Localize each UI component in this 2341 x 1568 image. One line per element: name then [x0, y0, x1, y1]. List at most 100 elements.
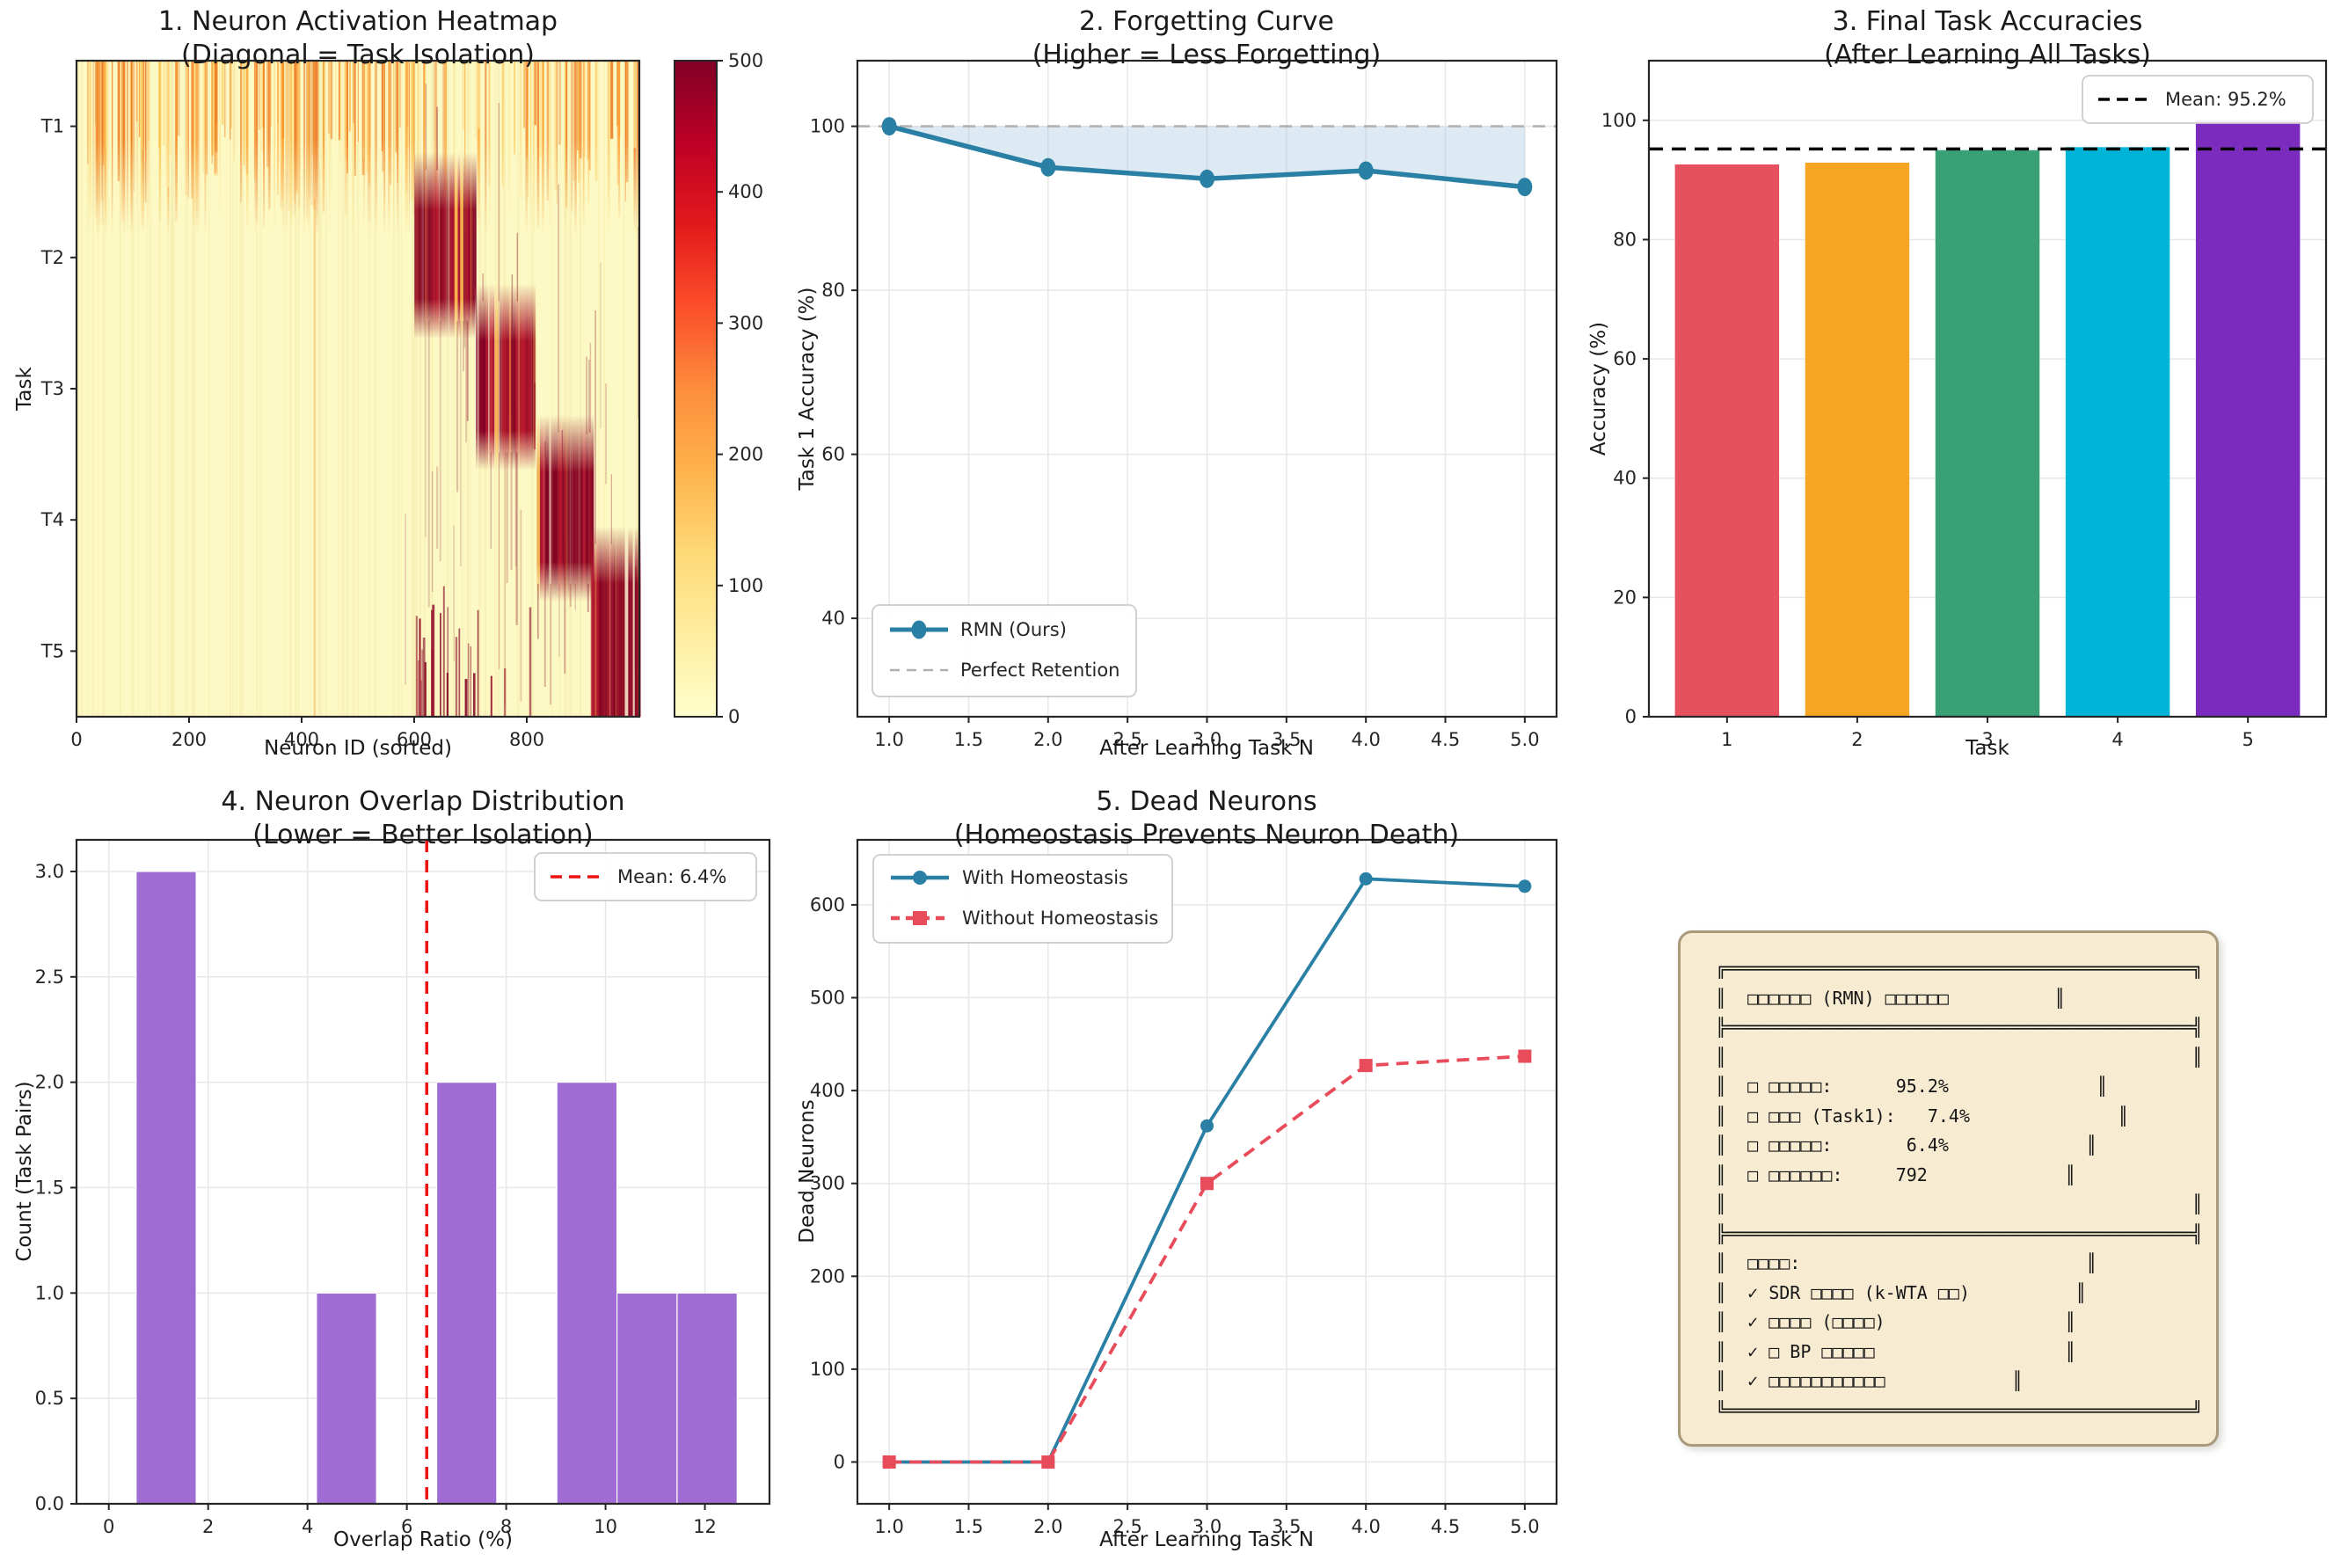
svg-text:5.0: 5.0 — [1510, 729, 1539, 750]
svg-text:T1: T1 — [40, 116, 64, 137]
panel1-ylabel: Task — [13, 367, 36, 411]
panel5-ylabel: Dead Neurons — [796, 1099, 819, 1243]
svg-text:2.0: 2.0 — [35, 1072, 64, 1093]
svg-text:0: 0 — [834, 1451, 845, 1472]
data-point — [1359, 872, 1373, 886]
panel2-ylabel: Task 1 Accuracy (%) — [796, 287, 819, 491]
panel3-title-line1: 3. Final Task Accuracies — [1832, 6, 2143, 37]
svg-text:4.5: 4.5 — [1431, 729, 1460, 750]
svg-text:100: 100 — [728, 575, 763, 596]
svg-text:4.0: 4.0 — [1351, 729, 1380, 750]
panel3-xlabel: Task — [1965, 737, 2009, 760]
svg-text:80: 80 — [821, 280, 845, 301]
svg-text:100: 100 — [1601, 110, 1637, 131]
svg-text:T3: T3 — [40, 378, 64, 399]
overlap-histogram-bar — [556, 1082, 618, 1505]
svg-text:1.0: 1.0 — [874, 1516, 903, 1537]
svg-text:3.5: 3.5 — [1272, 1516, 1301, 1537]
svg-text:0: 0 — [70, 729, 82, 750]
panel4-xlabel: Overlap Ratio (%) — [333, 1528, 513, 1551]
dead-neurons-line — [889, 1054, 1525, 1464]
data-point — [1358, 161, 1374, 180]
svg-text:60: 60 — [1613, 348, 1637, 369]
legend-series-label: With Homeostasis — [962, 867, 1128, 888]
data-point — [1359, 1059, 1373, 1073]
panel2-title-line1: 2. Forgetting Curve — [1079, 6, 1334, 37]
svg-text:1.5: 1.5 — [954, 729, 983, 750]
svg-text:300: 300 — [728, 312, 763, 333]
svg-text:0.0: 0.0 — [35, 1493, 64, 1514]
panel2-xlabel: After Learning Task N — [1099, 737, 1314, 760]
svg-text:200: 200 — [171, 729, 207, 750]
svg-text:400: 400 — [810, 1080, 845, 1101]
panel1-title-line2: (Diagonal = Task Isolation) — [181, 40, 535, 70]
panel3-ylabel: Accuracy (%) — [1587, 321, 1610, 456]
overlap-histogram-bar — [135, 871, 197, 1505]
legend-mean-label: Mean: 95.2% — [2165, 89, 2286, 110]
legend-mean-overlap-label: Mean: 6.4% — [617, 866, 726, 887]
task-accuracy-bar — [1674, 164, 1780, 717]
svg-text:0: 0 — [103, 1516, 114, 1537]
svg-text:5: 5 — [2242, 729, 2253, 750]
svg-text:T2: T2 — [40, 247, 64, 268]
panel1-title-line1: 1. Neuron Activation Heatmap — [157, 6, 558, 37]
forgetting-fill — [889, 126, 1525, 187]
svg-text:5.0: 5.0 — [1510, 1516, 1539, 1537]
legend-rmn-label: RMN (Ours) — [960, 619, 1067, 640]
svg-text:3.0: 3.0 — [1192, 1516, 1222, 1537]
data-point — [1200, 1119, 1214, 1133]
svg-text:3: 3 — [1981, 729, 1993, 750]
svg-text:20: 20 — [1613, 587, 1637, 608]
heatmap-task-block — [475, 283, 536, 470]
panel4-ylabel: Count (Task Pairs) — [13, 1081, 36, 1262]
panel4-title: 4. Neuron Overlap Distribution (Lower = … — [221, 785, 624, 852]
data-point — [882, 1455, 896, 1469]
svg-text:300: 300 — [810, 1173, 845, 1194]
legend-perfect-retention-label: Perfect Retention — [960, 660, 1120, 681]
svg-text:1.5: 1.5 — [35, 1177, 64, 1198]
panel5-title-line2: (Homeostasis Prevents Neuron Death) — [953, 820, 1460, 850]
svg-text:3.0: 3.0 — [1192, 729, 1222, 750]
data-point — [881, 117, 897, 136]
overlap-histogram-bar — [316, 1292, 377, 1505]
svg-text:2.0: 2.0 — [1033, 1516, 1062, 1537]
svg-text:1.0: 1.0 — [35, 1282, 64, 1303]
svg-text:400: 400 — [284, 729, 319, 750]
overlap-histogram-bar — [435, 1082, 498, 1505]
svg-text:12: 12 — [693, 1516, 717, 1537]
task-accuracy-bar — [2065, 147, 2170, 717]
svg-text:4.5: 4.5 — [1431, 1516, 1460, 1537]
panel5-xlabel: After Learning Task N — [1099, 1528, 1314, 1551]
heatmap-task-block — [590, 526, 641, 717]
legend-series-label: Without Homeostasis — [962, 908, 1158, 929]
task-accuracy-bar — [1935, 150, 2040, 717]
svg-text:600: 600 — [397, 729, 432, 750]
panel1-xlabel: Neuron ID (sorted) — [264, 737, 452, 760]
heatmap-task-block — [536, 414, 594, 602]
data-point — [1200, 169, 1214, 188]
svg-text:4.0: 4.0 — [1351, 1516, 1380, 1537]
svg-text:T5: T5 — [40, 640, 64, 661]
svg-text:60: 60 — [821, 444, 845, 465]
panel2-title: 2. Forgetting Curve (Higher = Less Forge… — [1032, 5, 1382, 72]
svg-text:2.0: 2.0 — [1033, 729, 1062, 750]
heatmap-task-block — [414, 152, 478, 339]
svg-text:0.5: 0.5 — [35, 1388, 64, 1409]
data-point — [1040, 157, 1056, 177]
data-point — [1518, 1049, 1532, 1063]
svg-text:1.5: 1.5 — [954, 1516, 983, 1537]
svg-text:80: 80 — [1613, 229, 1637, 250]
svg-text:200: 200 — [810, 1265, 845, 1287]
svg-text:10: 10 — [594, 1516, 617, 1537]
task-accuracy-bar — [1805, 162, 1910, 717]
panel2-title-line2: (Higher = Less Forgetting) — [1032, 40, 1382, 70]
svg-text:1.0: 1.0 — [874, 729, 903, 750]
svg-text:0: 0 — [1625, 706, 1637, 727]
svg-text:4: 4 — [302, 1516, 313, 1537]
colorbar — [674, 60, 718, 718]
panel3-title: 3. Final Task Accuracies (After Learning… — [1824, 5, 2151, 72]
svg-text:40: 40 — [821, 608, 845, 629]
heatmap-noise-band — [86, 61, 639, 282]
svg-text:2.5: 2.5 — [1112, 729, 1141, 750]
panel4-title-line2: (Lower = Better Isolation) — [252, 820, 594, 850]
